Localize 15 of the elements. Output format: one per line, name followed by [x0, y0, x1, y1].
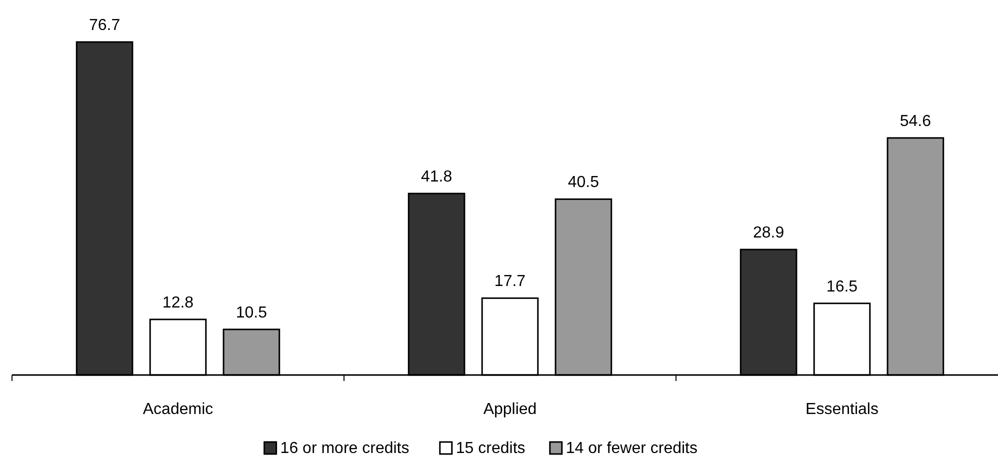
data-label: 76.7 — [88, 17, 120, 34]
x-tick-label: Applied — [483, 401, 537, 418]
data-label: 12.8 — [162, 294, 194, 312]
data-label: 28.9 — [752, 224, 784, 242]
data-label: 16.5 — [826, 278, 858, 296]
data-label: 10.5 — [236, 304, 268, 322]
legend-label: 15 credits — [456, 440, 526, 457]
data-label: 41.8 — [420, 168, 452, 186]
data-label: 54.6 — [900, 112, 932, 130]
data-label: 17.7 — [494, 273, 526, 290]
data-label: 40.5 — [568, 174, 600, 192]
x-tick-label: Academic — [142, 401, 214, 418]
legend-label: 16 or more credits — [280, 440, 410, 457]
x-tick-label: Essentials — [806, 401, 878, 418]
legend-label: 14 or fewer credits — [566, 440, 698, 457]
